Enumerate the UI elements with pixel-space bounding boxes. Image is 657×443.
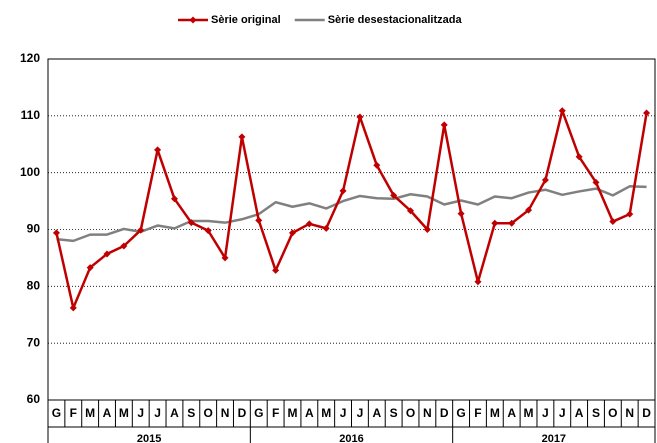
x-tick-label: S [187, 406, 195, 420]
x-tick-label: N [625, 406, 634, 420]
data-point [626, 210, 634, 218]
data-point [137, 226, 145, 234]
x-tick-label: J [542, 406, 549, 420]
series-line [55, 109, 648, 310]
x-tick-label: M [524, 406, 534, 420]
legend-label: Sèrie original [211, 14, 281, 26]
data-point [204, 227, 212, 235]
data-point [154, 146, 162, 154]
x-tick-label: D [642, 406, 651, 420]
data-point [103, 250, 111, 258]
x-tick-label: F [474, 406, 481, 420]
x-tick-label: M [85, 406, 95, 420]
data-point [643, 109, 651, 117]
x-tick-label: G [456, 406, 465, 420]
x-tick-label: G [52, 406, 61, 420]
x-tick-label: G [254, 406, 263, 420]
x-tick-label: M [321, 406, 331, 420]
x-tick-label: O [406, 406, 415, 420]
data-point [575, 153, 583, 161]
x-tick-label: M [490, 406, 500, 420]
data-point [508, 219, 516, 227]
x-tick-label: J [357, 406, 364, 420]
data-point [86, 264, 94, 272]
y-tick-label: 60 [27, 392, 41, 406]
x-tick-label: M [287, 406, 297, 420]
x-tick-label: D [440, 406, 449, 420]
x-tick-label: D [238, 406, 247, 420]
y-tick-label: 90 [27, 222, 41, 236]
x-tick-label: A [372, 406, 381, 420]
x-tick-label: O [608, 406, 617, 420]
x-tick-label: F [272, 406, 279, 420]
data-point [305, 220, 313, 228]
data-point [390, 191, 398, 199]
data-point [558, 107, 566, 115]
legend-marker [189, 16, 197, 24]
data-point [407, 207, 415, 215]
data-point [592, 178, 600, 186]
x-group-label: 2016 [339, 433, 363, 443]
y-tick-label: 120 [20, 51, 40, 65]
data-point [288, 229, 296, 237]
data-point [322, 224, 330, 232]
data-point [187, 219, 195, 227]
data-point [373, 161, 381, 169]
x-group-label: 2017 [542, 433, 566, 443]
legend-label: Sèrie desestacionalitzada [328, 14, 463, 26]
x-tick-label: A [507, 406, 516, 420]
x-tick-label: S [390, 406, 398, 420]
x-group-label: 2015 [137, 433, 161, 443]
x-tick-label: A [103, 406, 112, 420]
data-point [525, 206, 533, 214]
data-point [170, 195, 178, 203]
data-point [609, 218, 617, 226]
data-point [356, 113, 364, 121]
x-tick-label: A [575, 406, 584, 420]
series-line [56, 185, 647, 243]
x-tick-label: J [154, 406, 161, 420]
data-point [423, 226, 431, 233]
x-tick-label: S [592, 406, 600, 420]
x-tick-label: J [137, 406, 144, 420]
data-point [457, 210, 465, 218]
x-tick-label: N [423, 406, 432, 420]
data-point [221, 254, 229, 262]
x-tick-label: F [70, 406, 77, 420]
x-tick-label: N [221, 406, 230, 420]
y-tick-label: 80 [27, 279, 41, 293]
x-tick-label: M [119, 406, 129, 420]
x-tick-label: A [170, 406, 179, 420]
data-point [238, 133, 246, 141]
y-tick-label: 110 [21, 108, 41, 122]
x-tick-label: O [204, 406, 213, 420]
x-tick-label: J [559, 406, 566, 420]
data-point [120, 242, 128, 250]
data-point [69, 304, 77, 312]
data-point [440, 121, 448, 129]
data-point [474, 278, 482, 286]
data-point [255, 216, 263, 224]
data-point [541, 176, 549, 184]
x-tick-label: J [340, 406, 347, 420]
data-point [272, 266, 280, 274]
y-tick-label: 100 [20, 165, 40, 179]
data-point [339, 187, 347, 195]
y-tick-label: 70 [27, 335, 41, 349]
x-tick-label: A [305, 406, 314, 420]
data-point [52, 229, 60, 237]
data-point [491, 219, 499, 227]
